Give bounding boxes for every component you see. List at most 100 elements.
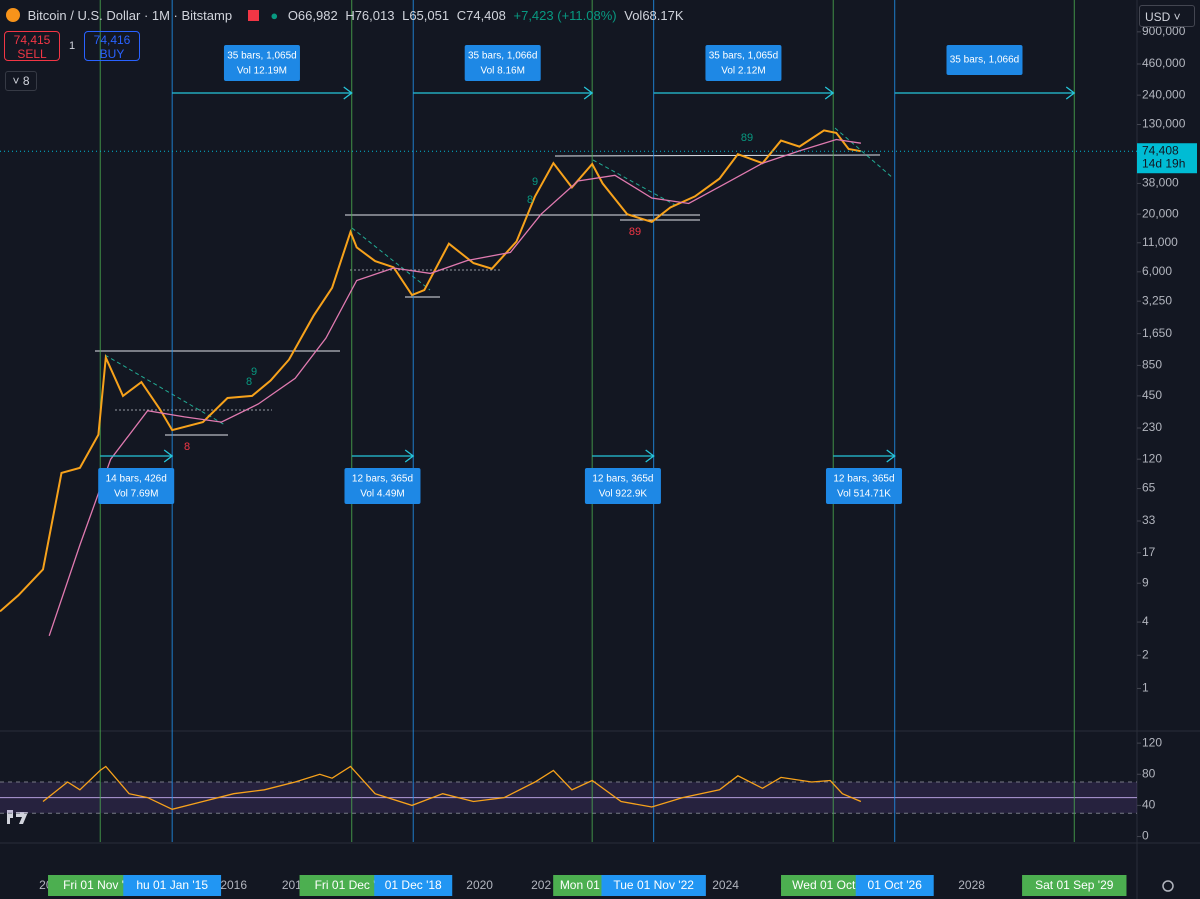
range-vol: Vol 2.12M [721,66,765,77]
range-vol: Vol 4.49M [360,489,404,500]
y-tick-label: 130,000 [1142,117,1186,131]
range-box [705,45,782,81]
low: L65,051 [402,8,450,23]
y-tick-label: 17 [1142,545,1156,559]
volume: Vol68.17K [624,8,684,23]
range-box [344,468,421,504]
arrow-head [645,449,655,463]
time-label-bg [374,875,453,896]
time-label-bg [855,875,934,896]
x-tick-label: 01 Oct '26 [868,878,923,892]
range-bars: 35 bars, 1,066d [950,55,1020,66]
indicator-count: 8 [22,74,30,88]
y-tick-label: 2 [1142,647,1149,661]
time-label-bg [123,875,222,896]
indicator-toggle[interactable]: ˅ 8 [5,71,37,91]
y-tick-label: 38,000 [1142,176,1179,190]
trend-line [104,354,226,426]
high: H76,013 [345,8,395,23]
x-tick-label: 2020 [466,878,493,892]
count-marker: 8 [527,194,533,206]
arrow-head [824,86,835,100]
y-tick-label: 65 [1142,481,1156,495]
countdown: 14d 19h [1142,156,1185,170]
count-marker: 9 [251,366,257,378]
trend-line [351,227,431,291]
time-label-bg [1022,875,1127,896]
range-bars: 12 bars, 365d [833,474,894,485]
range-bars: 35 bars, 1,065d [709,51,779,62]
last-price-bg [1137,143,1197,174]
x-tick-label: Wed 01 Oct '25 [792,878,874,892]
y-tick-label: 1 [1142,681,1149,695]
last-price-label: 74,408 [1142,143,1179,157]
coin-icon [6,8,20,22]
y-tick-label: 1,650 [1142,326,1172,340]
y-tick-label: 450 [1142,388,1162,402]
y-tick-label: 0 [1142,829,1149,843]
series-line [42,765,862,810]
arrow-head [1065,86,1076,100]
close: C74,408 [456,8,506,23]
sell-button[interactable]: 74,415 SELL [4,31,60,61]
y-tick-label: 120 [1142,735,1162,749]
arrow-head [404,449,415,463]
x-tick-label: Fri 01 Dec '17 [315,878,390,892]
range-bars: 12 bars, 365d [352,474,413,485]
range-box [464,45,541,81]
quantity: 1 [69,40,76,52]
x-tick-label: Tue 01 Nov '22 [613,878,694,892]
symbol: Bitcoin / U.S. Dollar · 1M · Bitstamp [27,8,233,23]
arrow-head [886,449,896,463]
count-marker: 8 [246,376,252,388]
y-tick-label: 40 [1142,798,1156,812]
y-tick-label: 9 [1142,575,1149,589]
x-tick-label: hu 01 Jan '15 [136,878,208,892]
range-vol: Vol 8.16M [480,66,524,77]
drawings [95,127,894,436]
range-vol: Vol 12.19M [237,66,287,77]
x-tick-label: Sat 01 Sep '29 [1035,878,1114,892]
y-tick-label: 3,250 [1142,293,1172,307]
price-axis-bg [1137,0,1200,899]
y-tick-label: 460,000 [1142,56,1186,70]
y-tick-label: 33 [1142,513,1156,527]
range-box [584,468,661,504]
currency-select[interactable]: USD ˅ [1139,5,1195,27]
count-marker: 8 [184,441,190,453]
range-box [946,45,1023,75]
y-tick-label: 4 [1142,614,1149,628]
y-tick-label: 850 [1142,358,1162,372]
header: Bitcoin / U.S. Dollar · 1M · Bitstamp ● … [6,8,688,23]
logo [7,810,28,824]
flag[interactable] [247,10,259,21]
arrow-head [583,86,594,100]
count-marker: 9 [532,176,538,188]
y-tick-label: 240,000 [1142,87,1186,101]
y-tick-label: 900,000 [1142,24,1186,38]
arrow-head [163,449,174,463]
range-vol: Vol 514.71K [837,489,891,500]
sell-label: SELL [17,47,47,61]
x-tick-label: Fri 01 Nov '13 [63,878,138,892]
range-box [825,468,902,504]
x-tick-label: 2024 [712,878,739,892]
trend-line [592,159,676,206]
buy-button[interactable]: 74,416 BUY [84,31,140,61]
buy-price: 74,416 [93,33,131,47]
settings-icon[interactable] [1162,880,1174,892]
open: O66,982 [287,8,338,23]
status-dot: ● [270,8,279,23]
y-tick-label: 11,000 [1142,235,1178,249]
currency: USD [1145,10,1171,24]
y-tick-label: 6,000 [1142,264,1172,278]
change: +7,423 (+11.08%) [513,8,617,23]
x-tick-label: 01 Dec '18 [385,878,442,892]
range-vol: Vol 922.9K [599,489,648,500]
range-bars: 35 bars, 1,066d [468,51,538,62]
trend-line [834,127,894,179]
range-box [223,45,300,81]
range-bars: 14 bars, 426d [106,474,167,485]
level-line [554,154,881,157]
